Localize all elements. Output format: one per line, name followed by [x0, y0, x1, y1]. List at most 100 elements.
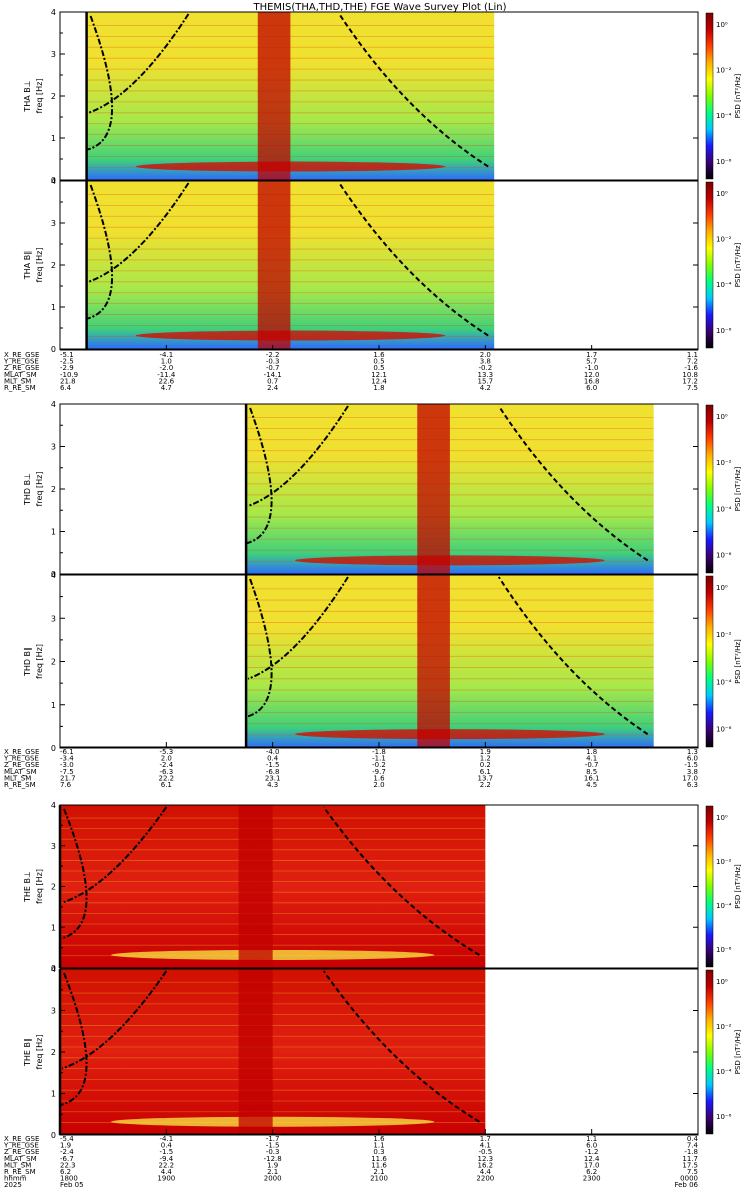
ephem-value: -0.7: [266, 364, 280, 372]
ephem-value: -11.4: [157, 371, 176, 379]
ephem-value: 1.0: [161, 358, 172, 366]
gyrofrequency-curve: [59, 808, 88, 940]
gyrofrequency-curve: [86, 184, 114, 320]
gyrofrequency-curve: [497, 576, 649, 735]
y-tick-label: 4: [51, 571, 56, 580]
ephem-value: -1.7: [266, 1135, 280, 1143]
ephem-value: -1.2: [585, 1148, 599, 1156]
ephem-value: -2.4: [60, 1148, 74, 1156]
ephem-value: 12.3: [478, 1155, 494, 1163]
ephem-value: -1.5: [266, 1142, 280, 1150]
gyrofrequency-curve: [245, 578, 273, 718]
ephem-value: 1.3: [687, 748, 698, 756]
ephem-value: 22.2: [159, 1161, 175, 1169]
y-tick-label: 4: [51, 177, 56, 186]
ephem-value: 4.3: [267, 781, 278, 789]
ephem-row-label: Z_RE_GSE: [4, 364, 39, 372]
ephemeris-table-the: X_RE_GSEY_RE_GSEZ_RE_GSEMLAT_SMMLT_SMR_R…: [3, 1129, 699, 1189]
ephem-value: 1.6: [373, 351, 385, 359]
ephem-row-label: R_RE_SM: [4, 781, 36, 789]
ephem-value: 4.7: [161, 384, 172, 392]
ephem-value: -1.0: [585, 364, 599, 372]
ephem-value: -6.7: [60, 1155, 74, 1163]
ephem-value: 2100: [370, 1175, 388, 1183]
ephemeris-table-thd: X_RE_GSEY_RE_GSEZ_RE_GSEMLAT_SMMLT_SMR_R…: [3, 742, 699, 789]
colorbar-label: PSD [nT²/Hz]: [734, 864, 742, 909]
ephem-value: 7.5: [687, 384, 698, 392]
ephem-row-label: hhmm: [4, 1175, 27, 1183]
colorbar-tick-label: 10⁻²: [716, 858, 732, 866]
colorbar-tick-label: 10⁻²: [716, 459, 732, 467]
broadband-stripe: [238, 969, 273, 1135]
ephem-value: 10.8: [682, 371, 698, 379]
colorbar: [705, 805, 714, 968]
ephem-value: 21.8: [60, 377, 76, 385]
ephem-value: 0.4: [267, 755, 279, 763]
ephem-value: 22.6: [159, 377, 175, 385]
colorbar: [705, 404, 714, 574]
ephem-row-label: Z_RE_GSE: [4, 1148, 39, 1156]
gyrofrequency-curve: [338, 13, 489, 168]
ephem-value: 17.0: [584, 1161, 600, 1169]
ephem-value: 1900: [157, 1175, 175, 1183]
colorbar-tick-label: 10⁻²: [716, 67, 732, 75]
ephem-value: -3.0: [60, 761, 74, 769]
y-tick-label: 4: [51, 8, 56, 17]
ephem-value: -4.1: [159, 351, 173, 359]
gyrofrequency-curve: [322, 970, 480, 1123]
ephem-value: 4.4: [161, 1168, 173, 1176]
ephem-row-label: R_RE_SM: [4, 384, 36, 392]
ephem-value: 1.7: [586, 351, 597, 359]
ephem-value: 4.1: [480, 1142, 491, 1150]
ephem-value: 2.0: [161, 755, 172, 763]
ephem-value: 7.4: [687, 1142, 699, 1150]
ephem-value: 12.4: [371, 377, 387, 385]
y-tick-label: 4: [51, 965, 56, 974]
ephem-value: -1.6: [684, 364, 698, 372]
ephem-value: 7.2: [687, 358, 698, 366]
ephem-value: 1.6: [373, 774, 385, 782]
gyrofrequency-curve: [245, 407, 273, 545]
ephem-value: -3.4: [60, 755, 74, 763]
colorbar-tick-label: 10⁻⁴: [716, 678, 732, 686]
ephem-value: 0.4: [161, 1142, 173, 1150]
ephem-value: -6.8: [266, 768, 280, 776]
ephem-value: 0.3: [373, 1148, 384, 1156]
colorbar-tick-label: 10⁻⁴: [716, 505, 732, 513]
ephem-value: 22.2: [159, 774, 175, 782]
low-freq-band: [111, 1116, 435, 1127]
ephem-value: 13.3: [478, 371, 494, 379]
ephem-value: 16.2: [478, 1161, 494, 1169]
ephem-value: -7.5: [60, 768, 74, 776]
y-tick-label: 2: [51, 1048, 56, 1057]
y-axis-label: THE B∥: [23, 1038, 32, 1067]
ephem-value: -12.8: [264, 1155, 282, 1163]
ephem-value: -1.5: [159, 1148, 173, 1156]
gyrofrequency-curve: [88, 182, 190, 283]
ephem-value: 12.0: [584, 371, 600, 379]
ephem-value: 23.1: [265, 774, 281, 782]
ephem-value: 22.3: [60, 1161, 76, 1169]
ephem-value: 16.1: [584, 774, 600, 782]
ephem-value: 1.1: [687, 351, 698, 359]
colorbar-tick-label: 10⁻⁶: [716, 327, 732, 335]
colorbar-tick-label: 10⁻⁴: [716, 281, 732, 289]
y-tick-label: 0: [51, 176, 56, 185]
ephem-value: 0.2: [480, 761, 491, 769]
ephem-value: 1.1: [373, 1142, 384, 1150]
ephem-value: 21.7: [60, 774, 76, 782]
y-tick-label: 1: [51, 303, 56, 312]
y-tick-label: 3: [51, 50, 56, 59]
ephem-value: 2000: [264, 1175, 282, 1183]
ephem-value: -0.3: [266, 1148, 280, 1156]
gyrofrequency-curve: [322, 806, 480, 956]
ephem-value: 0.5: [373, 364, 384, 372]
ephem-row-label: X_RE_GSE: [4, 351, 39, 359]
ephem-value: 6.3: [687, 781, 698, 789]
colorbar-tick-label: 10⁰: [716, 978, 728, 986]
ephem-value: 1.9: [480, 748, 491, 756]
ephem-value: -6.1: [60, 748, 74, 756]
y-axis-label: THD B∥: [23, 647, 32, 677]
broadband-stripe: [417, 575, 450, 748]
ephem-value: 2.2: [480, 781, 491, 789]
